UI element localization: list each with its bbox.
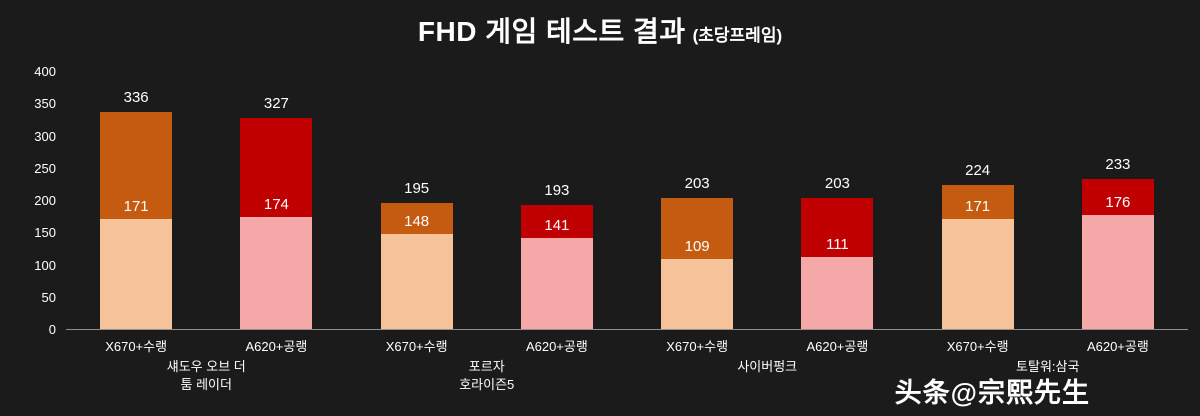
bar-slot: 203 111 bbox=[767, 72, 907, 329]
game-group-label-line: 툼 레이더 bbox=[180, 377, 232, 392]
bar-total-value-label: 224 bbox=[965, 161, 991, 179]
bar-lower-value-label: 141 bbox=[544, 217, 570, 235]
bar-segment-lower bbox=[240, 216, 313, 329]
bar-total-value-label: 327 bbox=[263, 95, 289, 113]
x-axis-tick-label: A620+공랭 bbox=[806, 339, 869, 354]
bar-total-value-label: 203 bbox=[824, 175, 850, 193]
stacked-bar-X670+수랭 bbox=[100, 112, 173, 329]
watermark-text: 头条@宗熙先生 bbox=[894, 378, 1090, 408]
bar-lower-value-label: 176 bbox=[1105, 194, 1131, 212]
bar-total-value-label: 233 bbox=[1105, 155, 1131, 173]
bar-segment-upper bbox=[801, 198, 874, 258]
bar-lower-value-label: 171 bbox=[123, 197, 149, 215]
bar-lower-value-label: 148 bbox=[404, 212, 430, 230]
y-axis-tick-label: 150 bbox=[34, 225, 56, 241]
y-axis-tick-label: 200 bbox=[34, 193, 56, 208]
bar-segment-upper bbox=[941, 184, 1014, 219]
bar-slot: 193 141 bbox=[487, 72, 627, 329]
x-axis-tick-label: X670+수랭 bbox=[666, 339, 729, 354]
bar-segment-upper bbox=[240, 118, 313, 217]
y-axis-tick-label: 350 bbox=[34, 96, 56, 112]
bar-segment-lower bbox=[380, 233, 453, 329]
game-group-label-line: 토탈워:삼국 bbox=[1016, 359, 1080, 374]
bar-segment-lower bbox=[520, 238, 593, 329]
y-axis: 0 50 100 150 200 250 300 350 400 bbox=[0, 64, 56, 337]
bar-lower-value-label: 171 bbox=[965, 197, 991, 215]
bar-total-value-label: 336 bbox=[123, 89, 149, 107]
bar-group: 195 148 193 141 bbox=[347, 72, 628, 329]
bar-segment-upper bbox=[661, 198, 734, 259]
chart-title-row: FHD 게임 테스트 결과 (초당프레임) bbox=[0, 10, 1200, 50]
x-axis-tick-label: A620+공랭 bbox=[1086, 339, 1149, 354]
bar-lower-value-label: 109 bbox=[684, 237, 710, 255]
stacked-bar-X670+수랭 bbox=[941, 184, 1014, 329]
game-group-label-line: 섀도우 오브 더 bbox=[166, 359, 246, 374]
bar-group: 203 109 203 111 bbox=[627, 72, 908, 329]
bar-segment-lower bbox=[100, 218, 173, 329]
x-tick-label-group: X670+수랭 A620+공랭 bbox=[627, 336, 908, 355]
y-axis-tick-label: 250 bbox=[34, 160, 56, 176]
bar-slot: 336 171 bbox=[66, 72, 206, 329]
x-tick-label-group: X670+수랭 A620+공랭 bbox=[66, 336, 347, 355]
bar-lower-value-label: 111 bbox=[825, 236, 849, 254]
game-group-label: 사이버펑크 bbox=[627, 358, 908, 394]
bar-group: 336 171 327 174 bbox=[66, 72, 347, 329]
bar-slot: 195 148 bbox=[347, 72, 487, 329]
bar-total-value-label: 203 bbox=[684, 175, 710, 193]
bar-segment-upper bbox=[1081, 178, 1154, 216]
y-axis-tick-label: 300 bbox=[34, 128, 56, 144]
game-group-label-line: 포르자 bbox=[468, 359, 505, 374]
game-group-label: 토탈워:삼국 bbox=[908, 358, 1189, 394]
x-axis-tick-label: A620+공랭 bbox=[245, 339, 308, 354]
bar-slot: 224 171 bbox=[908, 72, 1048, 329]
bar-segment-lower bbox=[1081, 215, 1154, 329]
chart-subtitle: (초당프레임) bbox=[692, 26, 783, 45]
x-axis-tick-label: A620+공랭 bbox=[525, 339, 588, 354]
stacked-bar-A620+공랭 bbox=[520, 204, 593, 329]
stacked-bar-X670+수랭 bbox=[661, 198, 734, 329]
bar-slot: 327 174 bbox=[206, 72, 346, 329]
stacked-bar-A620+공랭 bbox=[240, 118, 313, 329]
y-axis-tick-label: 50 bbox=[41, 289, 56, 305]
stacked-bar-A620+공랭 bbox=[801, 198, 874, 329]
y-axis-tick-label: 100 bbox=[34, 257, 56, 273]
x-axis-tick-label: X670+수랭 bbox=[946, 339, 1009, 354]
bar-group: 224 171 233 176 bbox=[908, 72, 1189, 329]
bar-segment-lower bbox=[661, 258, 734, 329]
plot-area: 336 171 327 174 195 148 193 141 203 109 203 111 224 1… bbox=[66, 72, 1188, 330]
bar-segment-lower bbox=[801, 257, 874, 329]
bar-segment-upper bbox=[380, 203, 453, 234]
game-group-label-line: 사이버펑크 bbox=[737, 359, 798, 374]
game-group-label-line: 호라이즌5 bbox=[459, 377, 515, 392]
bar-segment-upper bbox=[520, 204, 593, 239]
chart-title: FHD 게임 테스트 결과 bbox=[417, 16, 686, 47]
x-axis-tick-labels: X670+수랭 A620+공랭 X670+수랭 A620+공랭 X670+수랭 A620+… bbox=[66, 336, 1188, 355]
bar-total-value-label: 195 bbox=[404, 180, 430, 198]
bar-total-value-label: 193 bbox=[544, 181, 570, 199]
y-axis-tick-label: 0 bbox=[48, 322, 56, 337]
bar-slot: 203 109 bbox=[627, 72, 767, 329]
x-axis-tick-label: X670+수랭 bbox=[385, 339, 448, 354]
x-tick-label-group: X670+수랭 A620+공랭 bbox=[347, 336, 628, 355]
bar-lower-value-label: 174 bbox=[263, 195, 289, 213]
stacked-bar-A620+공랭 bbox=[1081, 178, 1154, 329]
bar-slot: 233 176 bbox=[1048, 72, 1188, 329]
x-axis-tick-label: X670+수랭 bbox=[105, 339, 168, 354]
x-tick-label-group: X670+수랭 A620+공랭 bbox=[908, 336, 1189, 355]
stacked-bar-X670+수랭 bbox=[380, 203, 453, 329]
bar-segment-lower bbox=[941, 218, 1014, 329]
bar-segment-upper bbox=[100, 112, 173, 219]
y-axis-tick-label: 400 bbox=[34, 64, 56, 79]
